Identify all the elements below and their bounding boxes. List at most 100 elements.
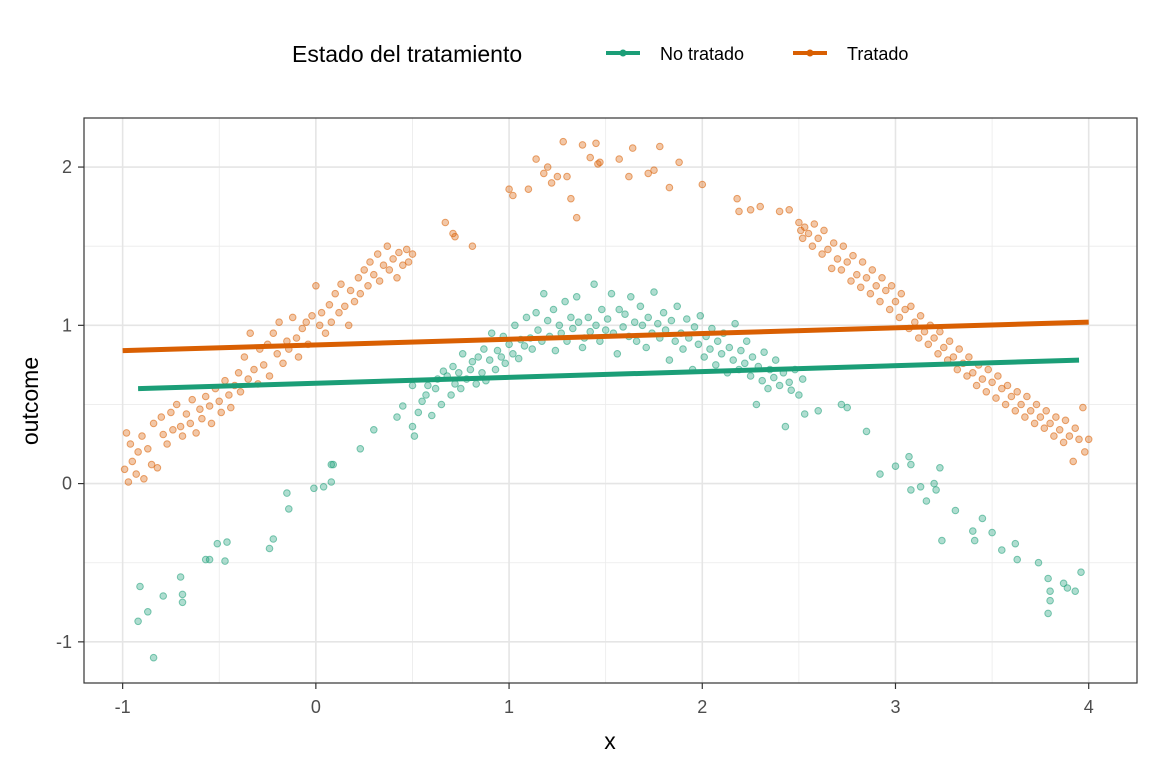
data-point-no-tratado bbox=[428, 411, 436, 420]
data-point-no-tratado bbox=[370, 426, 378, 434]
data-point-no-tratado bbox=[800, 410, 809, 418]
data-point-no-tratado bbox=[466, 365, 475, 374]
data-point-tratado bbox=[350, 297, 359, 306]
data-point-no-tratado bbox=[501, 359, 510, 368]
data-point-no-tratado bbox=[636, 302, 645, 311]
data-point-tratado bbox=[907, 302, 915, 311]
data-point-tratado bbox=[207, 419, 216, 428]
data-point-no-tratado bbox=[399, 402, 407, 410]
data-point-no-tratado bbox=[555, 321, 564, 330]
data-point-tratado bbox=[895, 313, 904, 322]
data-point-tratado bbox=[955, 345, 964, 353]
data-point-tratado bbox=[1013, 388, 1022, 396]
data-point-tratado bbox=[344, 321, 353, 330]
data-point-tratado bbox=[298, 324, 307, 333]
data-point-no-tratado bbox=[598, 305, 606, 314]
data-point-no-tratado bbox=[534, 326, 542, 334]
data-point-no-tratado bbox=[567, 313, 575, 322]
data-point-tratado bbox=[294, 353, 303, 361]
data-point-tratado bbox=[221, 376, 229, 385]
data-point-tratado bbox=[1023, 392, 1031, 401]
data-point-tratado bbox=[1032, 400, 1041, 409]
data-point-no-tratado bbox=[532, 308, 540, 317]
data-point-no-tratado bbox=[630, 318, 639, 327]
data-point-no-tratado bbox=[414, 408, 423, 417]
data-point-tratado bbox=[1007, 392, 1016, 401]
data-point-no-tratado bbox=[136, 582, 144, 591]
data-point-tratado bbox=[196, 405, 204, 414]
data-point-tratado bbox=[399, 261, 407, 270]
data-point-no-tratado bbox=[978, 514, 987, 523]
x-tick-label: 3 bbox=[890, 697, 900, 717]
data-point-tratado bbox=[827, 264, 836, 273]
data-point-tratado bbox=[572, 213, 581, 222]
data-point-tratado bbox=[847, 277, 855, 285]
data-point-tratado bbox=[395, 248, 403, 257]
x-tick-label: 2 bbox=[697, 697, 707, 717]
data-point-tratado bbox=[994, 372, 1002, 380]
data-point-tratado bbox=[346, 286, 355, 295]
data-point-no-tratado bbox=[468, 357, 477, 366]
data-point-tratado bbox=[122, 429, 131, 437]
data-point-tratado bbox=[308, 312, 316, 320]
data-point-no-tratado bbox=[932, 486, 940, 494]
data-point-tratado bbox=[665, 183, 674, 192]
data-point-no-tratado bbox=[615, 305, 624, 314]
data-point-tratado bbox=[1079, 403, 1087, 412]
data-point-tratado bbox=[1075, 435, 1083, 444]
data-point-no-tratado bbox=[455, 369, 463, 377]
data-point-no-tratado bbox=[134, 617, 142, 626]
data-point-no-tratado bbox=[574, 318, 583, 327]
data-point-no-tratado bbox=[514, 354, 523, 363]
data-point-tratado bbox=[126, 440, 135, 448]
data-point-tratado bbox=[625, 172, 633, 181]
data-point-tratado bbox=[375, 277, 384, 285]
data-point-tratado bbox=[315, 321, 324, 330]
data-point-no-tratado bbox=[843, 403, 852, 412]
data-point-no-tratado bbox=[393, 413, 401, 421]
data-point-no-tratado bbox=[613, 350, 622, 358]
data-point-tratado bbox=[389, 255, 397, 263]
data-point-tratado bbox=[1055, 426, 1064, 434]
data-point-no-tratado bbox=[970, 536, 979, 545]
data-point-tratado bbox=[934, 350, 942, 358]
data-point-tratado bbox=[820, 226, 828, 235]
data-point-no-tratado bbox=[485, 356, 494, 364]
data-point-tratado bbox=[972, 381, 981, 390]
data-point-tratado bbox=[201, 392, 210, 401]
data-point-tratado bbox=[265, 372, 274, 380]
data-point-no-tratado bbox=[590, 280, 598, 289]
data-point-no-tratado bbox=[998, 546, 1006, 554]
data-point-tratado bbox=[862, 274, 871, 282]
data-point-tratado bbox=[246, 329, 254, 338]
data-point-no-tratado bbox=[951, 506, 960, 515]
data-point-no-tratado bbox=[327, 460, 336, 469]
data-point-tratado bbox=[250, 365, 258, 374]
data-point-no-tratado bbox=[725, 343, 734, 352]
data-point-tratado bbox=[325, 301, 334, 309]
data-point-no-tratado bbox=[696, 312, 705, 320]
data-point-no-tratado bbox=[930, 479, 938, 488]
data-point-tratado bbox=[650, 166, 658, 174]
data-point-tratado bbox=[169, 426, 177, 434]
major-gridlines bbox=[84, 118, 1137, 683]
data-point-tratado bbox=[124, 478, 133, 486]
minor-gridlines bbox=[84, 118, 1137, 683]
x-axis: -1 0 1 2 3 4 bbox=[115, 683, 1094, 717]
legend-key-point-no-tratado bbox=[619, 49, 627, 57]
data-point-tratado bbox=[288, 313, 297, 322]
data-point-no-tratado bbox=[149, 653, 158, 662]
data-point-tratado bbox=[868, 266, 877, 274]
data-point-no-tratado bbox=[938, 536, 946, 545]
data-point-no-tratado bbox=[667, 316, 676, 325]
data-point-tratado bbox=[1030, 419, 1039, 428]
legend-label-no-tratado: No tratado bbox=[660, 44, 744, 64]
fit-line-no-tratado bbox=[138, 357, 1080, 392]
data-point-no-tratado bbox=[713, 337, 722, 346]
data-point-tratado bbox=[878, 274, 886, 282]
data-point-no-tratado bbox=[356, 445, 365, 453]
data-point-no-tratado bbox=[1044, 574, 1052, 583]
data-point-no-tratado bbox=[178, 590, 187, 599]
data-point-tratado bbox=[930, 334, 938, 342]
data-point-tratado bbox=[856, 283, 865, 292]
